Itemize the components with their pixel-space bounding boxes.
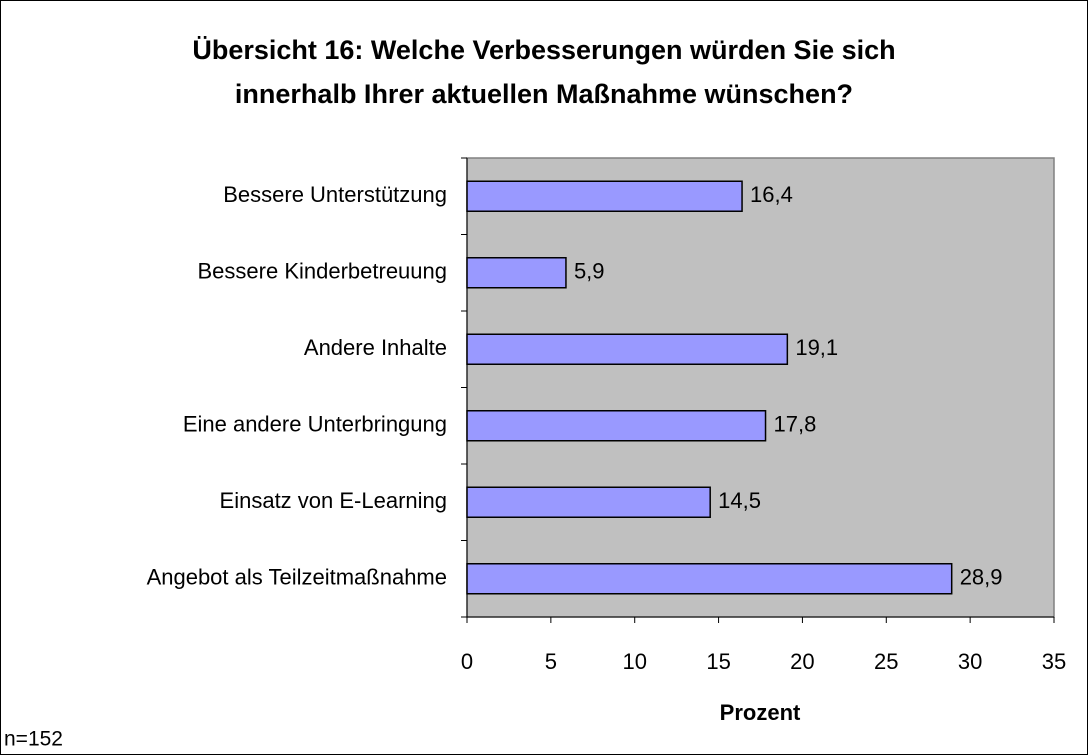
bar [466,180,743,212]
y-tick-label: Bessere Unterstützung [223,182,447,207]
value-label: 28,9 [960,565,1003,590]
y-tick-label: Bessere Kinderbetreuung [198,259,448,284]
y-tick-label: Andere Inhalte [304,335,447,360]
bar [466,257,567,289]
value-label: 5,9 [574,259,605,284]
y-tick-label: Angebot als Teilzeitmaßnahme [147,565,447,590]
bar [466,563,953,595]
chart-title: Übersicht 16: Welche Verbesserungen würd… [192,35,895,65]
bar [466,486,711,518]
x-tick-label: 5 [545,649,557,674]
x-tick-label: 30 [958,649,982,674]
bar [466,333,789,365]
chart-title: innerhalb Ihrer aktuellen Maßnahme wünsc… [235,79,853,109]
x-axis-label: Prozent [720,700,801,725]
bar [466,410,767,442]
x-tick-label: 35 [1042,649,1066,674]
x-tick-label: 10 [622,649,646,674]
note: n=152 [4,728,63,751]
x-tick-label: 25 [874,649,898,674]
x-tick-label: 15 [706,649,730,674]
value-label: 16,4 [750,182,793,207]
x-tick-label: 20 [790,649,814,674]
plot-area [466,157,1055,618]
value-label: 14,5 [718,488,761,513]
value-label: 17,8 [774,412,817,437]
y-tick-label: Einsatz von E-Learning [220,488,447,513]
x-tick-label: 0 [461,649,473,674]
y-tick-label: Eine andere Unterbringung [183,412,447,437]
value-label: 19,1 [795,335,838,360]
